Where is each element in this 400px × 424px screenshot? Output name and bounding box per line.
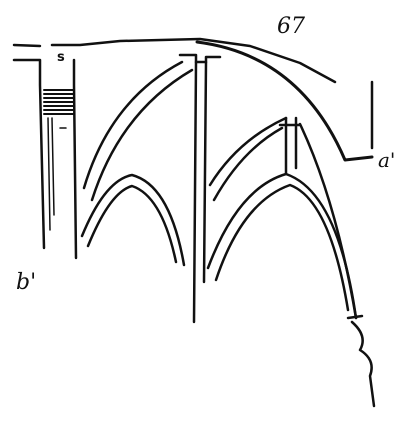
label-a-prime: a' (378, 148, 396, 172)
stair-hatching (43, 89, 75, 231)
roof-line (12, 37, 337, 84)
central-pier (192, 60, 208, 324)
left-tower-outline (12, 58, 78, 260)
right-main-rib (208, 116, 288, 202)
pier-capital (178, 53, 222, 64)
figure-number: 67 (277, 14, 305, 39)
small-pier (278, 116, 302, 176)
right-lower-arch (206, 172, 358, 320)
outer-arch (195, 40, 374, 162)
left-lower-arch (80, 173, 186, 267)
left-main-rib (82, 60, 194, 202)
label-b-prime: b' (16, 270, 37, 295)
wall-fragment (346, 314, 376, 408)
label-s: s (57, 50, 65, 65)
right-outer-rib (298, 122, 358, 320)
